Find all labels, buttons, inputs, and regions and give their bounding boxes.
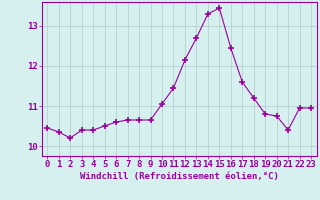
X-axis label: Windchill (Refroidissement éolien,°C): Windchill (Refroidissement éolien,°C) bbox=[80, 172, 279, 181]
